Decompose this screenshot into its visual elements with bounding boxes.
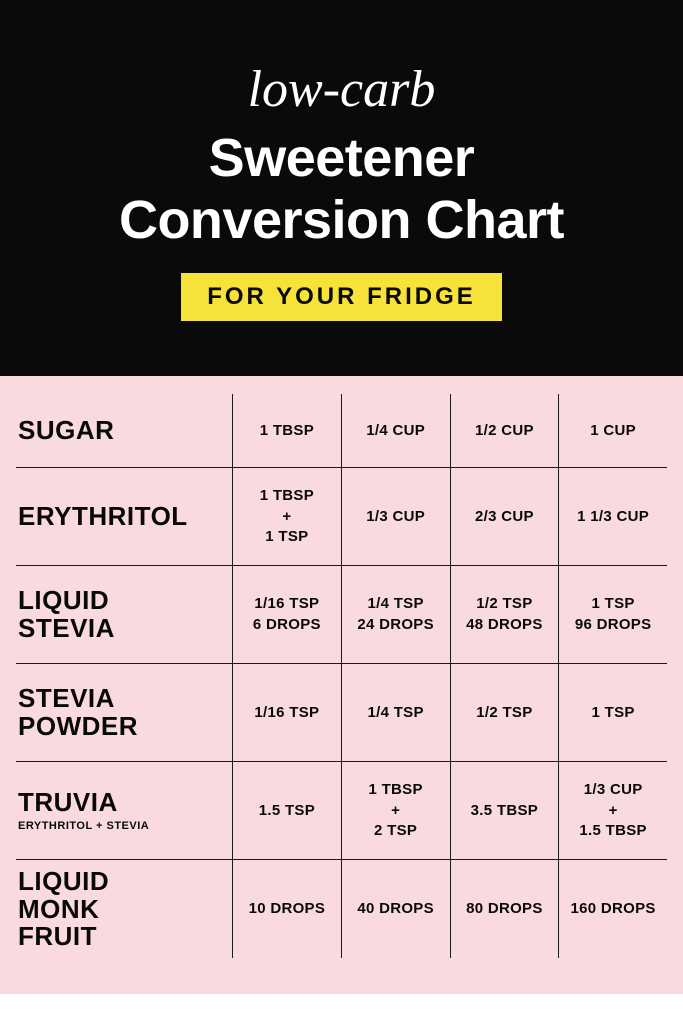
cell-line: 2/3 CUP xyxy=(475,507,534,527)
cell-line: 1 TSP xyxy=(265,527,308,547)
table-cell: 1/2 CUP xyxy=(450,394,559,467)
table-cell: 80 DROPS xyxy=(450,860,559,958)
cell-line: 2 TSP xyxy=(374,821,417,841)
cell-line: 1/4 TSP xyxy=(367,703,423,723)
row-label: ERYTHRITOL xyxy=(16,495,232,538)
table-row: SUGAR 1 TBSP 1/4 CUP 1/2 CUP 1 CUP xyxy=(16,394,667,468)
row-sublabel: ERYTHRITOL + STEVIA xyxy=(18,821,226,833)
cell-line: 6 DROPS xyxy=(253,615,321,635)
cell-line: 48 DROPS xyxy=(466,615,543,635)
table-cell: 1/16 TSP xyxy=(232,664,341,761)
cell-line: 1/2 CUP xyxy=(475,421,534,441)
table-cell: 1 CUP xyxy=(558,394,667,467)
row-label: TRUVIAERYTHRITOL + STEVIA xyxy=(16,781,232,840)
table-cell: 2/3 CUP xyxy=(450,468,559,565)
table-cell: 1/4 TSP xyxy=(341,664,450,761)
table-cell: 1/3 CUP xyxy=(341,468,450,565)
cell-line: 1 CUP xyxy=(590,421,636,441)
conversion-table: SUGAR 1 TBSP 1/4 CUP 1/2 CUP 1 CUP ERYTHRITOL… xyxy=(0,376,683,994)
cell-line: 1 TSP xyxy=(592,594,635,614)
table-cell: 1 TBSP+1 TSP xyxy=(232,468,341,565)
cell-line: 1 1/3 CUP xyxy=(577,507,649,527)
cell-line: + xyxy=(609,801,618,821)
cell-line: + xyxy=(282,507,291,527)
table-cell: 1.5 TSP xyxy=(232,762,341,859)
table-cell: 1/16 TSP6 DROPS xyxy=(232,566,341,663)
cell-line: 80 DROPS xyxy=(466,899,543,919)
table-cell: 10 DROPS xyxy=(232,860,341,958)
cell-line: 1/2 TSP xyxy=(476,594,532,614)
header-title-line1: Sweetener xyxy=(209,128,475,188)
cell-line: 1 TSP xyxy=(592,703,635,723)
cell-line: 1/3 CUP xyxy=(366,507,425,527)
header-script-text: low-carb xyxy=(30,60,653,119)
cell-line: 160 DROPS xyxy=(571,899,656,919)
cell-line: 3.5 TBSP xyxy=(471,801,538,821)
cell-line: 1/16 TSP xyxy=(254,703,319,723)
cell-line: 1/4 TSP xyxy=(367,594,423,614)
table-cell: 1 1/3 CUP xyxy=(558,468,667,565)
cell-line: 1.5 TBSP xyxy=(579,821,646,841)
table-cell: 40 DROPS xyxy=(341,860,450,958)
table-cell: 1 TBSP+2 TSP xyxy=(341,762,450,859)
row-label: SUGAR xyxy=(16,409,232,452)
table-row: LIQUIDMONKFRUIT 10 DROPS 40 DROPS 80 DROPS 1… xyxy=(16,860,667,958)
table-cell: 3.5 TBSP xyxy=(450,762,559,859)
table-cell: 1/2 TSP xyxy=(450,664,559,761)
row-label: STEVIAPOWDER xyxy=(16,677,232,748)
header-title: Sweetener Conversion Chart xyxy=(30,127,653,251)
cell-line: 1/3 CUP xyxy=(584,780,643,800)
table-cell: 1 TBSP xyxy=(232,394,341,467)
cell-line: 40 DROPS xyxy=(357,899,434,919)
table-row: LIQUIDSTEVIA1/16 TSP6 DROPS1/4 TSP24 DRO… xyxy=(16,566,667,664)
cell-line: 1/2 TSP xyxy=(476,703,532,723)
table-row: STEVIAPOWDER 1/16 TSP 1/4 TSP 1/2 TSP 1 TSP xyxy=(16,664,667,762)
table-row: TRUVIAERYTHRITOL + STEVIA1.5 TSP1 TBSP+2… xyxy=(16,762,667,860)
header-block: low-carb Sweetener Conversion Chart FOR … xyxy=(0,0,683,376)
cell-line: 24 DROPS xyxy=(357,615,434,635)
table-cell: 1/4 TSP24 DROPS xyxy=(341,566,450,663)
table-cell: 1 TSP96 DROPS xyxy=(558,566,667,663)
table-cell: 1/4 CUP xyxy=(341,394,450,467)
row-label: LIQUIDSTEVIA xyxy=(16,579,232,650)
cell-line: 1.5 TSP xyxy=(259,801,315,821)
table-cell: 1/2 TSP48 DROPS xyxy=(450,566,559,663)
table-cell: 1/3 CUP+1.5 TBSP xyxy=(558,762,667,859)
table-cell: 1 TSP xyxy=(558,664,667,761)
cell-line: 1 TBSP xyxy=(260,421,314,441)
cell-line: 10 DROPS xyxy=(249,899,326,919)
cell-line: 96 DROPS xyxy=(575,615,652,635)
cell-line: 1 TBSP xyxy=(368,780,422,800)
cell-line: + xyxy=(391,801,400,821)
cell-line: 1/4 CUP xyxy=(366,421,425,441)
cell-line: 1 TBSP xyxy=(260,486,314,506)
table-cell: 160 DROPS xyxy=(558,860,667,958)
header-badge: FOR YOUR FRIDGE xyxy=(181,273,502,321)
cell-line: 1/16 TSP xyxy=(254,594,319,614)
header-title-line2: Conversion Chart xyxy=(119,190,564,250)
row-label: LIQUIDMONKFRUIT xyxy=(16,860,232,958)
table-row: ERYTHRITOL1 TBSP+1 TSP1/3 CUP2/3 CUP1 1/… xyxy=(16,468,667,566)
